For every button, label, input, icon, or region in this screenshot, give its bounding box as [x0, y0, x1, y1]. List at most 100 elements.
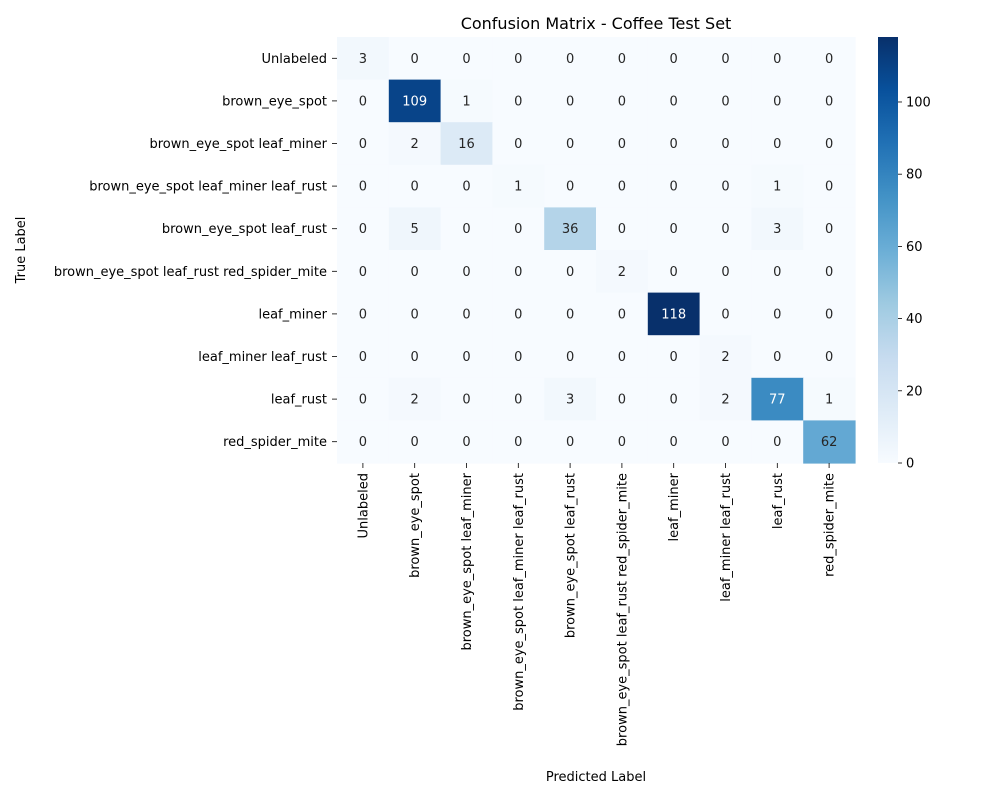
- heatmap-cell: [492, 377, 545, 421]
- heatmap-cell: [803, 292, 856, 336]
- y-tick-label: brown_eye_spot leaf_rust red_spider_mite: [54, 265, 327, 280]
- heatmap-cell: [440, 164, 493, 208]
- cell-value-label: 0: [411, 52, 419, 67]
- heatmap-cell: [596, 377, 649, 421]
- cell-value-label: 0: [721, 435, 729, 450]
- cell-value-label: 2: [411, 393, 419, 408]
- heatmap-cell: [440, 377, 493, 421]
- cell-value-label: 3: [359, 52, 367, 67]
- cell-value-label: 0: [566, 307, 574, 322]
- cell-value-label: 0: [566, 350, 574, 365]
- cell-value-label: 0: [359, 350, 367, 365]
- colorbar: 0 20 40 60 80 100: [878, 37, 931, 472]
- cell-value-label: 0: [462, 435, 470, 450]
- cell-value-label: 0: [670, 222, 678, 237]
- heatmap-cell: [337, 420, 390, 464]
- cell-value-label: 0: [773, 307, 781, 322]
- x-tick-label: red_spider_mite: [823, 473, 838, 577]
- x-tick-label: brown_eye_spot: [408, 473, 423, 578]
- heatmap-cell: [337, 250, 390, 294]
- heatmap-cell: [596, 122, 649, 166]
- heatmap-cell: [388, 377, 442, 421]
- heatmap-cell: [803, 37, 856, 81]
- cell-value-label: 0: [825, 307, 833, 322]
- y-tick-label: leaf_miner leaf_rust: [198, 350, 327, 365]
- x-tick-label: leaf_miner: [667, 472, 682, 541]
- cell-value-label: 36: [562, 222, 579, 237]
- cell-value-label: 0: [618, 435, 626, 450]
- cell-value-label: 118: [661, 307, 686, 322]
- cell-value-label: 2: [411, 137, 419, 152]
- cell-value-label: 0: [773, 94, 781, 109]
- heatmap-cell: [388, 292, 442, 336]
- cell-value-label: 0: [359, 393, 367, 408]
- cell-value-label: 0: [566, 180, 574, 195]
- heatmap-cell: [647, 122, 701, 166]
- heatmap-cells: [337, 37, 856, 464]
- heatmap-cell: [699, 420, 752, 464]
- heatmap-cell: [647, 207, 701, 251]
- colorbar-tick-label: 60: [906, 240, 923, 255]
- y-tick-label: brown_eye_spot leaf_rust: [162, 222, 327, 237]
- y-tick-label: Unlabeled: [262, 52, 327, 67]
- heatmap-cell: [388, 164, 442, 208]
- x-tick-label: leaf_miner leaf_rust: [719, 473, 734, 602]
- heatmap-cell: [596, 335, 649, 379]
- cell-value-label: 0: [359, 137, 367, 152]
- cell-value-label: 0: [773, 265, 781, 280]
- cell-value-label: 0: [566, 52, 574, 67]
- cell-value-label: 0: [514, 265, 522, 280]
- heatmap-cell: [492, 207, 545, 251]
- cell-value-label: 1: [462, 94, 470, 109]
- heatmap-cell: [699, 250, 752, 294]
- heatmap-cell: [647, 37, 701, 81]
- cell-value-label: 0: [514, 393, 522, 408]
- cell-value-label: 0: [359, 265, 367, 280]
- cell-value-label: 1: [773, 180, 781, 195]
- heatmap-cell: [647, 292, 701, 336]
- heatmap-cell: [440, 207, 493, 251]
- cell-value-label: 0: [670, 180, 678, 195]
- cell-value-label: 0: [773, 137, 781, 152]
- heatmap-cell: [596, 164, 649, 208]
- x-tick-label: brown_eye_spot leaf_rust: [564, 473, 579, 638]
- heatmap-cell: [699, 377, 752, 421]
- cell-value-label: 3: [566, 393, 574, 408]
- cell-value-label: 0: [462, 52, 470, 67]
- cell-value-label: 0: [721, 265, 729, 280]
- cell-value-label: 0: [566, 94, 574, 109]
- cell-value-label: 0: [721, 180, 729, 195]
- heatmap-cell: [751, 207, 804, 251]
- heatmap-cell: [388, 250, 442, 294]
- heatmap-cell: [544, 207, 597, 251]
- x-tick-label: brown_eye_spot leaf_rust red_spider_mite: [615, 473, 630, 746]
- heatmap-cell: [699, 122, 752, 166]
- heatmap-cell: [544, 79, 597, 123]
- heatmap-cell: [440, 79, 493, 123]
- cell-value-label: 0: [462, 307, 470, 322]
- heatmap-cell: [751, 420, 804, 464]
- heatmap-cell: [337, 122, 390, 166]
- heatmap-cell: [337, 207, 390, 251]
- cell-value-label: 0: [566, 435, 574, 450]
- cell-value-label: 0: [462, 350, 470, 365]
- cell-value-label: 0: [411, 350, 419, 365]
- heatmap-cell: [699, 37, 752, 81]
- cell-value-label: 0: [618, 137, 626, 152]
- heatmap-cell-labels: 3 0 0 0 0 0 0 0 0 0 0 109 1 0 0 0 0 0 0 0 0 2 16 0 0 0 0 0 0 0 0 0 0 1 0 0 0…: [359, 52, 838, 450]
- cell-value-label: 0: [462, 222, 470, 237]
- heatmap-cell: [492, 335, 545, 379]
- cell-value-label: 0: [359, 307, 367, 322]
- heatmap-cell: [544, 292, 597, 336]
- heatmap-cell: [647, 250, 701, 294]
- cell-value-label: 0: [825, 265, 833, 280]
- cell-value-label: 0: [618, 307, 626, 322]
- cell-value-label: 0: [618, 94, 626, 109]
- cell-value-label: 0: [670, 393, 678, 408]
- heatmap-cell: [751, 37, 804, 81]
- heatmap-cell: [492, 292, 545, 336]
- y-tick-label: red_spider_mite: [223, 435, 327, 450]
- cell-value-label: 62: [821, 435, 838, 450]
- cell-value-label: 0: [670, 94, 678, 109]
- colorbar-tick-label: 100: [906, 95, 931, 110]
